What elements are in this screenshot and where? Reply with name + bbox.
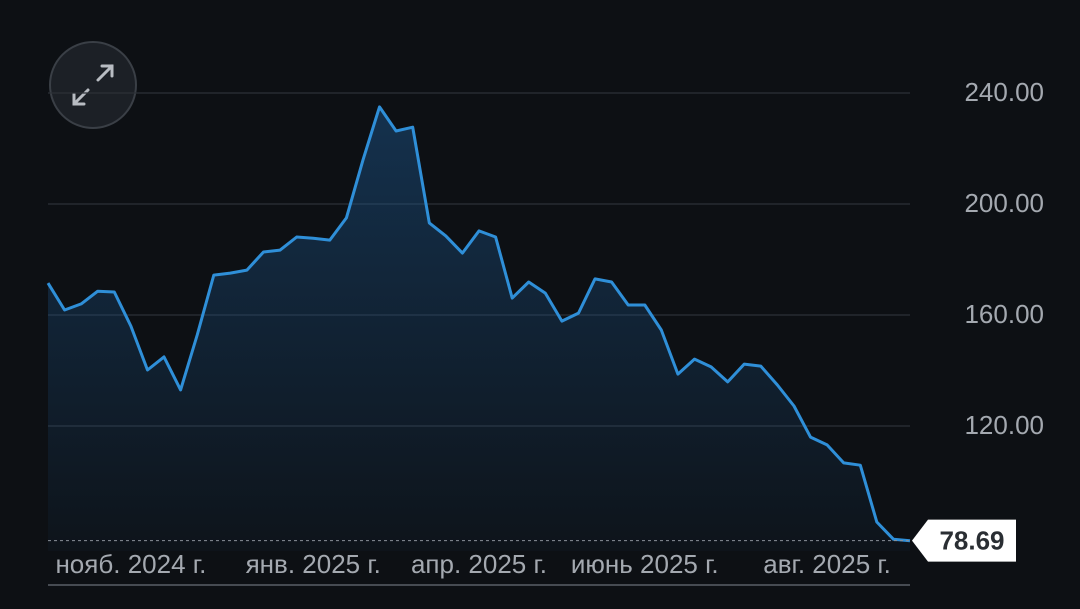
y-tick-label: 200.00 — [964, 188, 1044, 218]
x-tick-label: авг. 2025 г. — [763, 549, 891, 579]
x-tick-label: янв. 2025 г. — [246, 549, 381, 579]
last-value-box — [912, 519, 1016, 562]
expand-icon — [72, 64, 114, 106]
x-tick-label: нояб. 2024 г. — [55, 549, 206, 579]
last-value-tag: 78.69 — [912, 519, 1016, 562]
y-tick-label: 240.00 — [964, 77, 1044, 107]
x-tick-label: июнь 2025 г. — [571, 549, 719, 579]
price-line — [46, 105, 911, 543]
expand-circle — [49, 41, 137, 129]
y-tick-label: 120.00 — [964, 410, 1044, 440]
expand-button[interactable] — [49, 41, 137, 129]
y-tick-label: 160.00 — [964, 299, 1044, 329]
x-tick-label: апр. 2025 г. — [411, 549, 547, 579]
area-fill — [48, 106, 910, 551]
last-value-label: 78.69 — [939, 526, 1004, 556]
